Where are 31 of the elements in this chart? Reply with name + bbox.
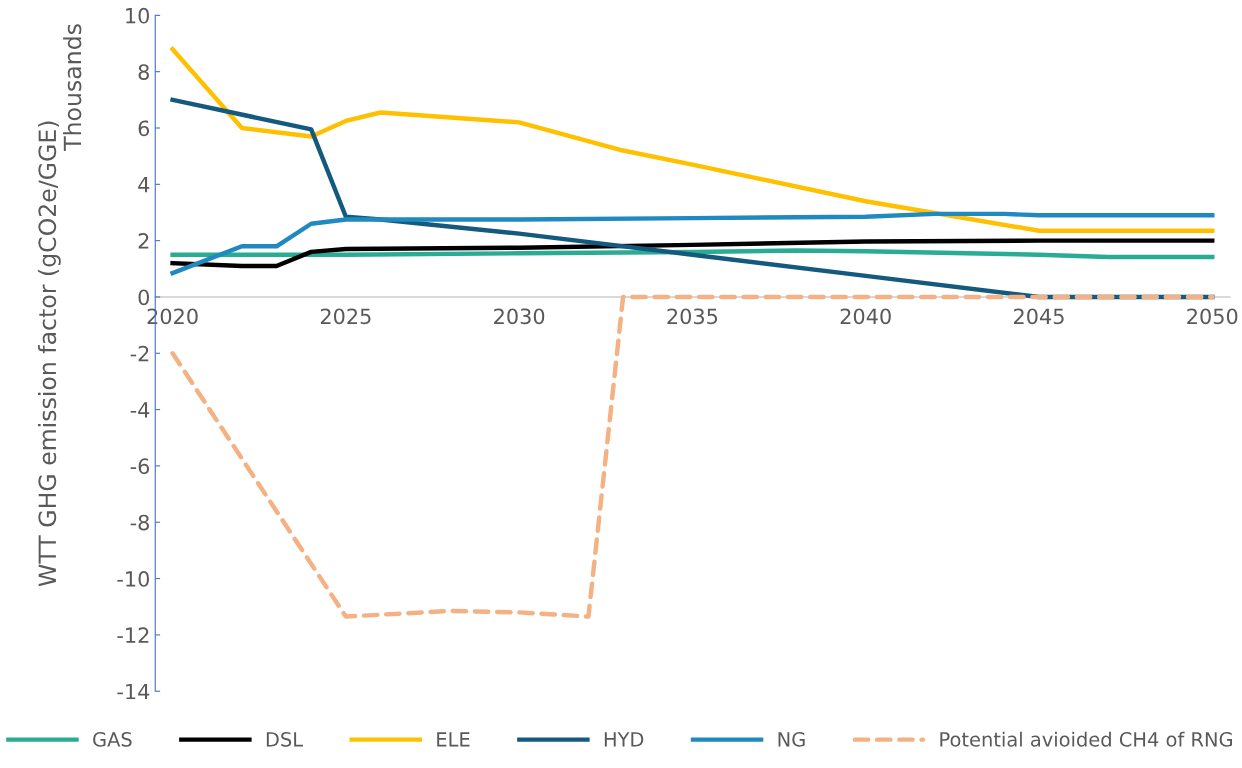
legend-label: GAS <box>93 732 132 747</box>
y-tick-label: -4 <box>130 402 150 418</box>
y-axis-title: WTT GHG emission factor (gCO2e/GGE) <box>37 121 61 587</box>
line-series <box>170 211 1215 276</box>
y-tick-label: 8 <box>138 64 149 80</box>
line-series <box>170 238 1215 269</box>
legend-label: DSL <box>266 732 303 747</box>
y-tick-label: -14 <box>117 683 150 700</box>
legend-label: Potential avioided CH4 of RNG <box>940 731 1232 747</box>
x-tick-label: 2040 <box>840 308 891 325</box>
y-tick-label: -2 <box>130 345 149 362</box>
line-series <box>170 46 1215 233</box>
legend-label: ELE <box>437 732 470 747</box>
line-series <box>170 248 1215 260</box>
y-tick-label: -10 <box>117 571 150 587</box>
x-tick-label: 2050 <box>1187 308 1238 325</box>
y-tick-label: 6 <box>138 120 150 137</box>
text: Thousands <box>63 24 82 151</box>
x-tick-label: 2025 <box>320 308 371 325</box>
y-tick-label: -6 <box>130 458 150 475</box>
y-tick-label: 2 <box>138 233 149 249</box>
x-tick-label: 2045 <box>1013 308 1064 325</box>
legend-label: NG <box>778 732 805 747</box>
y-tick-label: 0 <box>138 289 150 306</box>
y-tick-label: -12 <box>117 627 149 643</box>
legend-label: HYD <box>604 732 644 747</box>
x-tick-label: 2035 <box>667 308 718 325</box>
y-tick-label: 4 <box>138 177 150 193</box>
x-tick-label: 2030 <box>494 308 545 325</box>
y-tick-label: -8 <box>130 514 149 531</box>
y-tick-label: 10 <box>126 7 150 24</box>
